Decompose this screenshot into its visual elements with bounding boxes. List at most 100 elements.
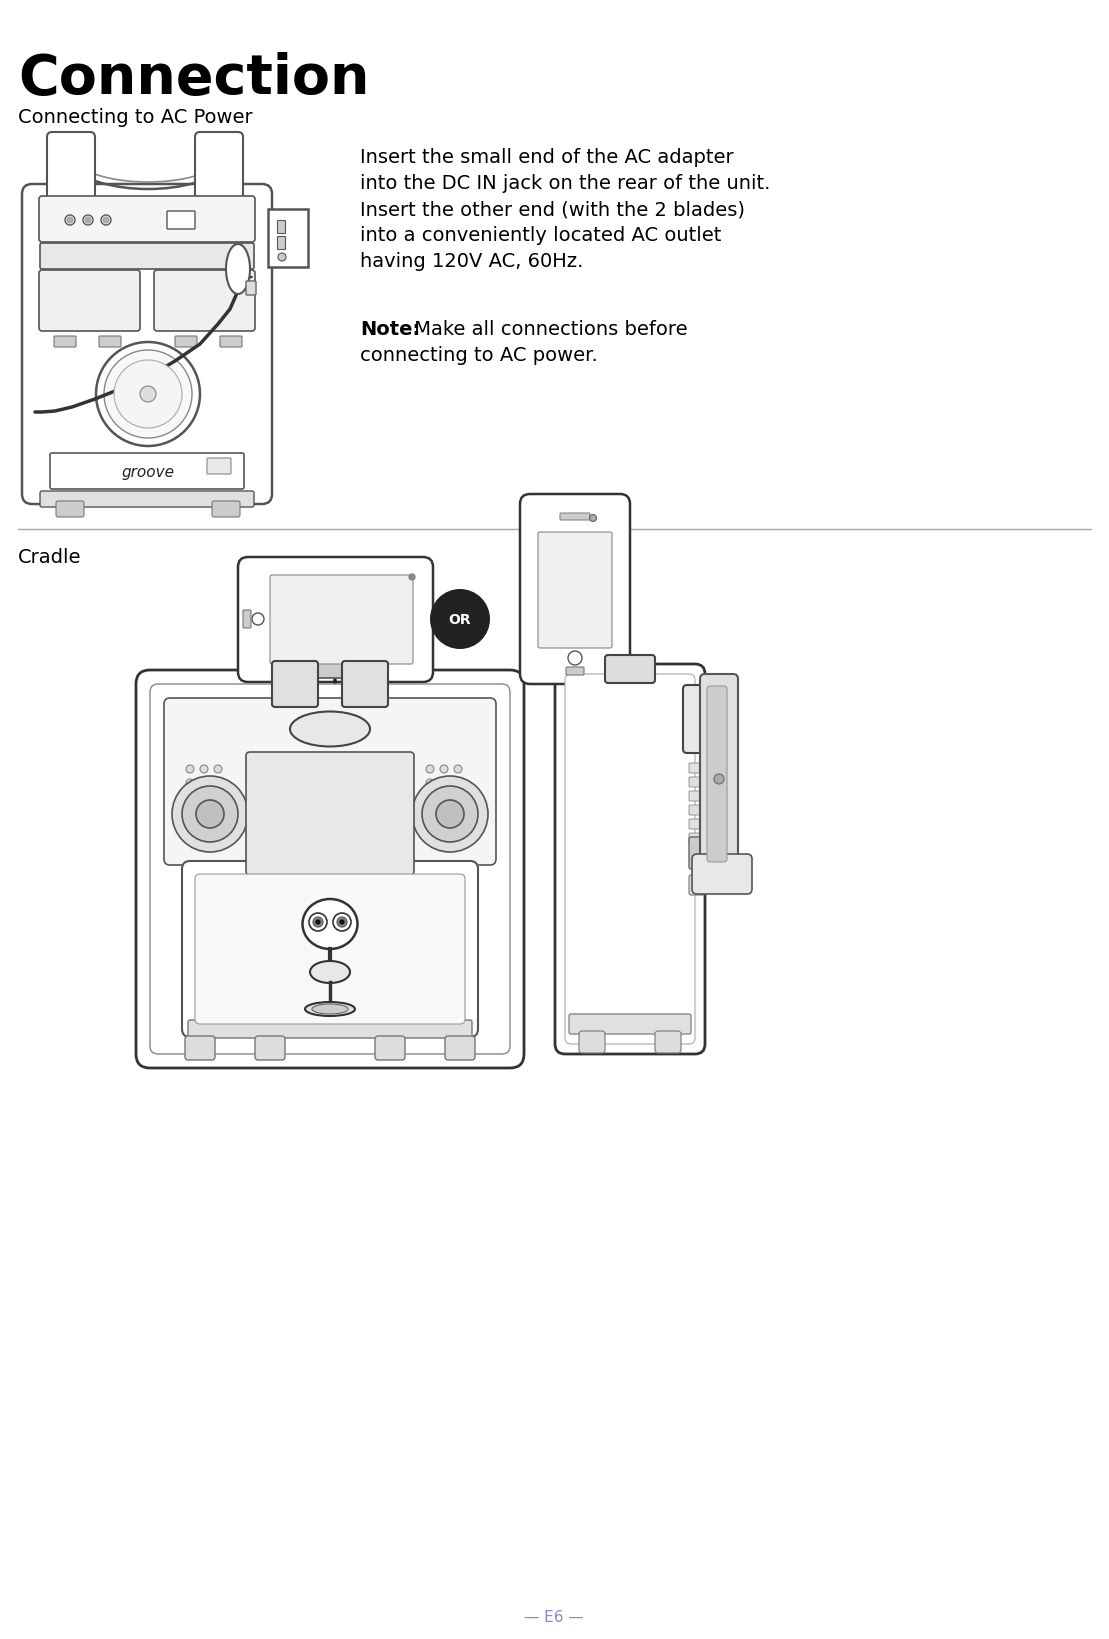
Text: groove: groove <box>122 465 174 480</box>
Circle shape <box>65 216 75 226</box>
FancyBboxPatch shape <box>50 454 244 490</box>
Circle shape <box>454 793 462 801</box>
Text: OR: OR <box>449 613 471 626</box>
FancyBboxPatch shape <box>255 1036 285 1060</box>
FancyBboxPatch shape <box>39 270 140 331</box>
Ellipse shape <box>303 900 357 949</box>
FancyBboxPatch shape <box>560 513 590 521</box>
FancyBboxPatch shape <box>689 792 711 801</box>
Text: Insert the other end (with the 2 blades): Insert the other end (with the 2 blades) <box>360 200 745 220</box>
FancyBboxPatch shape <box>39 197 255 243</box>
FancyBboxPatch shape <box>554 664 705 1054</box>
Circle shape <box>83 216 93 226</box>
Circle shape <box>423 787 478 842</box>
Circle shape <box>430 590 490 649</box>
Circle shape <box>200 793 208 801</box>
Circle shape <box>440 793 448 801</box>
FancyBboxPatch shape <box>689 764 711 774</box>
FancyBboxPatch shape <box>277 238 285 251</box>
FancyBboxPatch shape <box>606 656 655 683</box>
FancyBboxPatch shape <box>566 667 584 675</box>
Circle shape <box>182 787 238 842</box>
FancyBboxPatch shape <box>195 133 243 205</box>
Text: — E6 —: — E6 — <box>525 1609 583 1624</box>
FancyBboxPatch shape <box>689 820 711 829</box>
FancyBboxPatch shape <box>689 777 711 787</box>
FancyBboxPatch shape <box>689 834 711 844</box>
FancyBboxPatch shape <box>212 502 240 518</box>
Circle shape <box>214 793 222 801</box>
Text: Make all connections before: Make all connections before <box>408 320 688 339</box>
FancyBboxPatch shape <box>328 879 342 887</box>
Text: into a conveniently located AC outlet: into a conveniently located AC outlet <box>360 226 721 244</box>
Circle shape <box>426 765 434 774</box>
Circle shape <box>196 800 224 828</box>
Circle shape <box>333 913 352 931</box>
FancyBboxPatch shape <box>689 838 705 869</box>
FancyBboxPatch shape <box>689 875 705 895</box>
FancyBboxPatch shape <box>154 270 255 331</box>
FancyBboxPatch shape <box>268 210 308 267</box>
FancyBboxPatch shape <box>175 336 197 347</box>
Circle shape <box>101 216 111 226</box>
FancyBboxPatch shape <box>346 879 358 887</box>
Circle shape <box>440 780 448 787</box>
Circle shape <box>436 800 464 828</box>
Circle shape <box>96 343 200 447</box>
Text: Connecting to AC Power: Connecting to AC Power <box>18 108 253 126</box>
Circle shape <box>200 765 208 774</box>
FancyBboxPatch shape <box>40 492 254 508</box>
FancyBboxPatch shape <box>136 670 523 1069</box>
Text: R: R <box>176 216 185 226</box>
Circle shape <box>140 387 156 403</box>
Ellipse shape <box>305 1003 355 1016</box>
Circle shape <box>454 765 462 774</box>
Circle shape <box>337 918 347 928</box>
Text: having 120V AC, 60Hz.: having 120V AC, 60Hz. <box>360 252 583 270</box>
Text: Connection: Connection <box>18 52 369 107</box>
FancyBboxPatch shape <box>150 685 510 1054</box>
FancyBboxPatch shape <box>520 495 630 685</box>
FancyBboxPatch shape <box>692 854 752 895</box>
Circle shape <box>214 780 222 787</box>
FancyBboxPatch shape <box>312 879 325 887</box>
FancyBboxPatch shape <box>246 282 256 295</box>
Circle shape <box>440 765 448 774</box>
Circle shape <box>413 777 488 852</box>
Circle shape <box>104 351 192 439</box>
FancyBboxPatch shape <box>189 1021 472 1039</box>
FancyBboxPatch shape <box>277 221 285 234</box>
FancyBboxPatch shape <box>207 459 231 475</box>
FancyBboxPatch shape <box>689 805 711 816</box>
FancyBboxPatch shape <box>54 336 77 347</box>
FancyBboxPatch shape <box>220 336 242 347</box>
FancyBboxPatch shape <box>164 698 496 865</box>
Circle shape <box>426 780 434 787</box>
Circle shape <box>590 515 597 523</box>
FancyBboxPatch shape <box>47 133 95 205</box>
FancyBboxPatch shape <box>655 1031 681 1054</box>
FancyBboxPatch shape <box>708 687 728 862</box>
FancyBboxPatch shape <box>55 502 84 518</box>
FancyBboxPatch shape <box>295 879 307 887</box>
Text: Cradle: Cradle <box>18 547 81 567</box>
FancyBboxPatch shape <box>40 244 254 270</box>
Circle shape <box>103 218 109 225</box>
Circle shape <box>568 652 582 665</box>
Text: XL: XL <box>214 462 224 472</box>
Circle shape <box>186 780 194 787</box>
FancyBboxPatch shape <box>342 662 388 708</box>
Ellipse shape <box>226 244 250 295</box>
Text: Note:: Note: <box>360 320 420 339</box>
FancyBboxPatch shape <box>167 211 195 229</box>
Circle shape <box>454 780 462 787</box>
FancyBboxPatch shape <box>269 575 413 664</box>
FancyBboxPatch shape <box>246 752 414 875</box>
Circle shape <box>340 921 344 924</box>
Circle shape <box>200 780 208 787</box>
FancyBboxPatch shape <box>99 336 121 347</box>
Circle shape <box>172 777 248 852</box>
Circle shape <box>67 218 73 225</box>
FancyBboxPatch shape <box>564 675 695 1044</box>
FancyBboxPatch shape <box>185 1036 215 1060</box>
